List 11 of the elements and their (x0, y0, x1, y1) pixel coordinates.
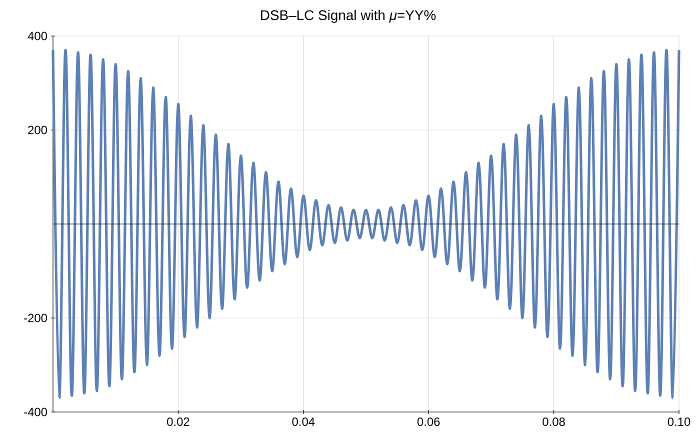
y-tick-label: 200 (28, 126, 48, 134)
x-tick-label: 0.02 (167, 418, 190, 426)
x-tick-label: 0.08 (542, 418, 565, 426)
x-tick-label: 0.04 (292, 418, 315, 426)
y-tick-label: -400 (24, 408, 48, 416)
chart-title: DSB–LC Signal with μ=YY% (261, 10, 436, 23)
y-tick-label: -200 (24, 314, 48, 322)
y-tick-label: 400 (28, 32, 48, 40)
x-tick-label: 0.06 (417, 418, 440, 426)
x-tick-label: 0.10 (668, 418, 690, 426)
line-series (52, 48, 680, 400)
